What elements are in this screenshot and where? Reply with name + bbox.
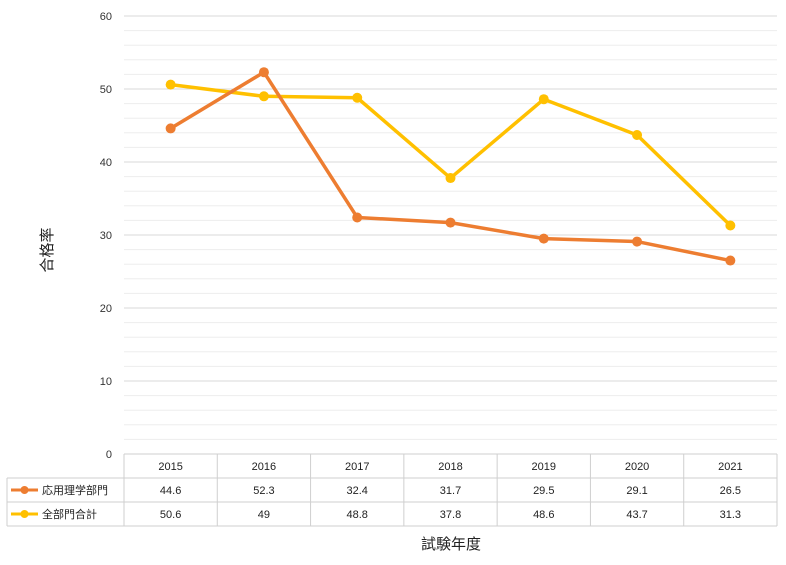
data-point: [258, 91, 269, 102]
x-tick-label: 2017: [345, 461, 369, 473]
data-point: [352, 92, 363, 103]
data-point: [725, 220, 736, 231]
y-tick-label: 0: [106, 449, 112, 461]
grid-layer: [124, 15, 777, 455]
data-label: 43.7: [626, 509, 647, 521]
data-label: 50.6: [160, 509, 181, 521]
data-label: 48.6: [533, 509, 554, 521]
data-label: 31.7: [440, 485, 461, 497]
y-tick-labels: 0 10 20 30 40 50 60: [100, 11, 112, 461]
x-tick-label: 2021: [718, 461, 742, 473]
y-tick-label: 30: [100, 230, 112, 242]
data-point: [538, 94, 549, 105]
y-tick-label: 20: [100, 303, 112, 315]
data-point: [632, 129, 643, 140]
series-layer: [165, 67, 736, 266]
legend-marker: [20, 486, 29, 494]
legend-label: 全部門合計: [42, 507, 97, 521]
data-label: 44.6: [160, 485, 181, 497]
data-label: 52.3: [253, 485, 274, 497]
data-table: 2015 2016 2017 2018 2019 2020 2021 応用理学部門 44.6 52…: [6, 453, 778, 527]
data-point: [445, 173, 456, 184]
data-point: [258, 67, 269, 78]
data-label: 37.8: [440, 509, 461, 521]
data-point: [445, 217, 456, 228]
data-label: 31.3: [720, 509, 741, 521]
y-axis-title: 合格率: [39, 227, 56, 272]
x-tick-label: 2019: [532, 461, 556, 473]
data-label: 48.8: [347, 509, 368, 521]
data-point: [538, 233, 549, 244]
data-point: [632, 236, 643, 247]
data-label: 32.4: [347, 485, 368, 497]
x-tick-label: 2018: [438, 461, 462, 473]
x-tick-label: 2016: [252, 461, 276, 473]
legend-label: 応用理学部門: [42, 483, 108, 497]
y-tick-label: 40: [100, 157, 112, 169]
data-label: 29.1: [626, 485, 647, 497]
data-label: 26.5: [720, 485, 741, 497]
y-tick-label: 10: [100, 376, 112, 388]
y-tick-label: 50: [100, 84, 112, 96]
x-tick-label: 2015: [158, 461, 182, 473]
legend-marker: [20, 510, 29, 518]
data-point: [725, 255, 736, 266]
x-axis-title: 試験年度: [421, 536, 481, 553]
data-label: 49: [258, 509, 270, 521]
y-tick-label: 60: [100, 11, 112, 23]
data-label: 29.5: [533, 485, 554, 497]
x-tick-label: 2020: [625, 461, 649, 473]
series-line: [168, 82, 733, 228]
data-point: [165, 123, 176, 134]
series-line: [168, 70, 733, 263]
data-point: [352, 212, 363, 223]
data-point: [165, 79, 176, 90]
